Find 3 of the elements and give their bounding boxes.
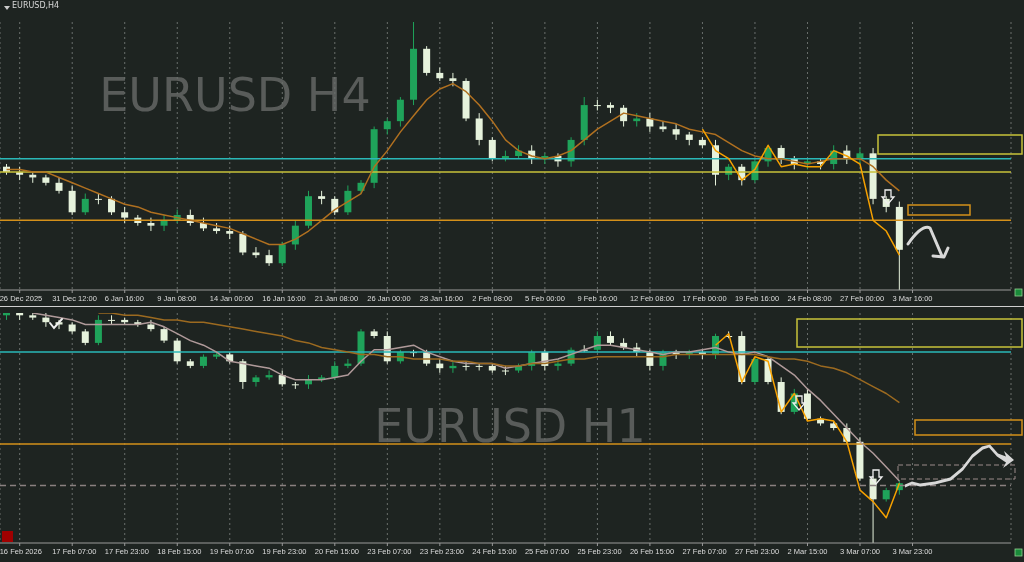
annotation: EURUSD H4 xyxy=(98,67,372,123)
chart-title: EURUSD,H4 xyxy=(12,1,60,10)
annotation: EURUSD H1 xyxy=(373,398,647,454)
